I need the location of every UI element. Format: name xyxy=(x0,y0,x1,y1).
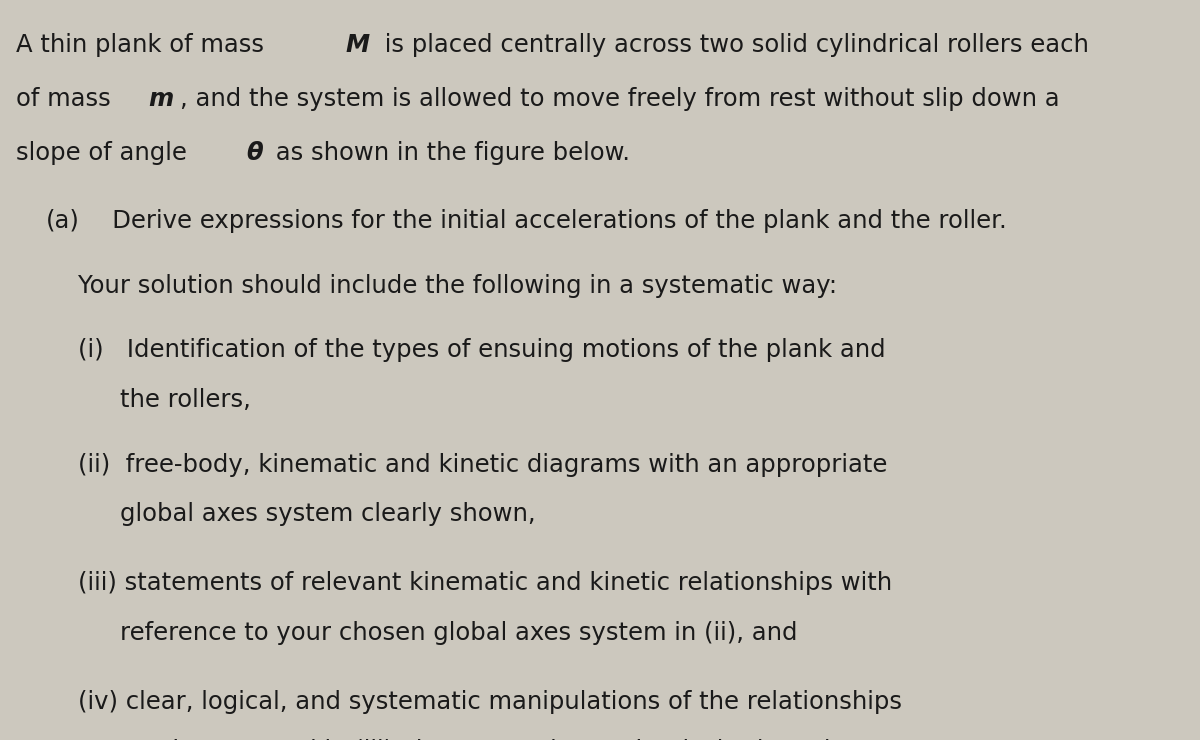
Text: (iii) statements of relevant kinematic and kinetic relationships with: (iii) statements of relevant kinematic a… xyxy=(78,571,892,595)
Text: (i)   Identification of the types of ensuing motions of the plank and: (i) Identification of the types of ensui… xyxy=(78,338,886,362)
Text: as shown in the figure below.: as shown in the figure below. xyxy=(268,141,630,165)
Text: Derive expressions for the initial accelerations of the plank and the roller.: Derive expressions for the initial accel… xyxy=(89,209,1007,232)
Text: (a): (a) xyxy=(46,209,79,232)
Text: (ii)  free-body, kinematic and kinetic diagrams with an appropriate: (ii) free-body, kinematic and kinetic di… xyxy=(78,453,887,477)
Text: global axes system clearly shown,: global axes system clearly shown, xyxy=(120,502,535,526)
Text: Your solution should include the following in a systematic way:: Your solution should include the followi… xyxy=(78,274,838,297)
Text: reference to your chosen global axes system in (ii), and: reference to your chosen global axes sys… xyxy=(120,621,798,645)
Text: is placed centrally across two solid cylindrical rollers each: is placed centrally across two solid cyl… xyxy=(377,33,1088,57)
Text: of mass: of mass xyxy=(16,87,118,111)
Text: m: m xyxy=(148,87,173,111)
Text: (iv) clear, logical, and systematic manipulations of the relationships: (iv) clear, logical, and systematic mani… xyxy=(78,690,902,713)
Text: you have stated in (iii) above to arrive at the desired results.: you have stated in (iii) above to arrive… xyxy=(120,739,860,740)
Text: θ: θ xyxy=(246,141,263,165)
Text: , and the system is allowed to move freely from rest without slip down a: , and the system is allowed to move free… xyxy=(180,87,1060,111)
Text: slope of angle: slope of angle xyxy=(16,141,194,165)
Text: A thin plank of mass: A thin plank of mass xyxy=(16,33,271,57)
Text: M: M xyxy=(346,33,370,57)
Text: the rollers,: the rollers, xyxy=(120,388,251,411)
